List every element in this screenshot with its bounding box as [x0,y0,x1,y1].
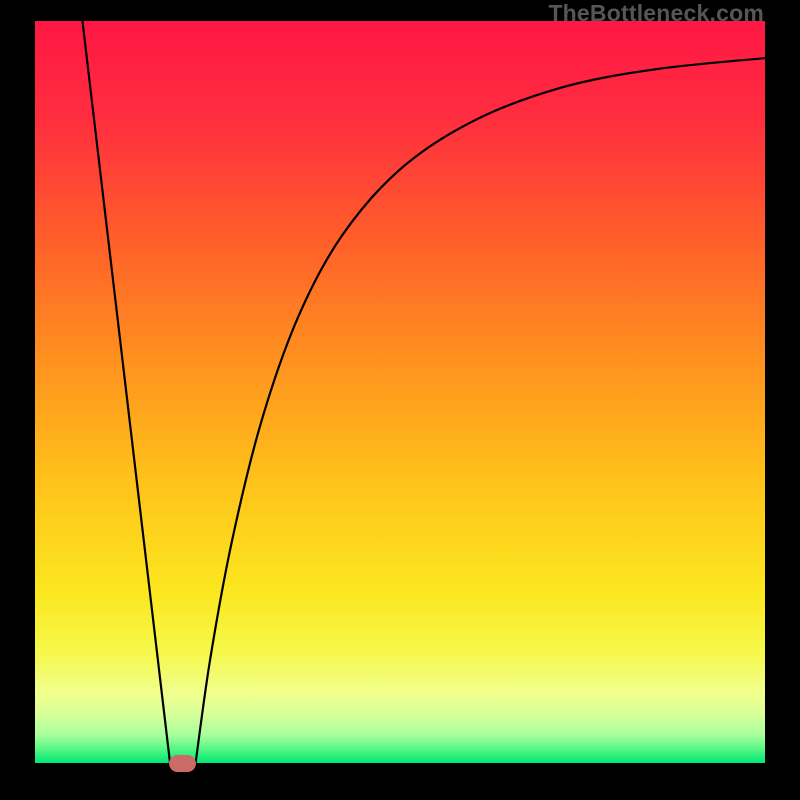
dip-marker [169,755,195,772]
watermark-text: TheBottleneck.com [548,0,764,27]
chart-container: TheBottleneck.com [0,0,800,800]
gradient-background [35,21,765,763]
plot-area [35,21,765,763]
